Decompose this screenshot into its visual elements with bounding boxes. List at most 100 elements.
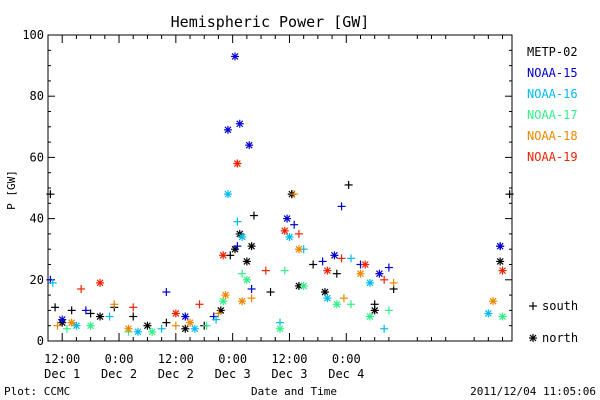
north-point [223, 125, 232, 134]
south-point [212, 315, 221, 324]
legend-entry: NOAA-17 [527, 108, 578, 122]
north-point [323, 266, 332, 275]
south-point [53, 321, 62, 330]
marker-legend: south north [542, 299, 578, 345]
south-point [380, 275, 389, 284]
south-point [129, 312, 138, 321]
footer-timestamp: 2011/12/04 11:05:06 [470, 385, 596, 398]
south-point [529, 302, 537, 310]
south-point [337, 254, 346, 263]
north-point [242, 257, 251, 266]
south-point [202, 321, 211, 330]
north-point [365, 312, 374, 321]
south-point [238, 269, 247, 278]
north-point [361, 260, 370, 269]
north-point [133, 327, 142, 336]
y-tick-label: 0 [37, 334, 44, 348]
plot-area [47, 34, 513, 342]
north-point [186, 318, 195, 327]
north-point [238, 232, 247, 241]
plot-frame [47, 34, 513, 342]
south-point [48, 278, 57, 287]
x-tick-date-label: Dec 4 [328, 367, 364, 381]
south-point [266, 288, 275, 297]
south-point [294, 229, 303, 238]
south-point [380, 324, 389, 333]
y-tick-label: 40 [30, 212, 44, 226]
north-point [498, 266, 507, 275]
north-point [370, 306, 379, 315]
north-point [498, 312, 507, 321]
south-point [347, 300, 356, 309]
data-points [46, 52, 537, 342]
south-point [162, 288, 171, 297]
south-point [249, 211, 258, 220]
north-point [58, 315, 67, 324]
south-point [162, 318, 171, 327]
south-point [129, 303, 138, 312]
north-point [356, 269, 365, 278]
south-point [389, 278, 398, 287]
north-point [231, 52, 240, 61]
x-axis-label: Date and Time [251, 385, 337, 398]
marker-legend-label: south [542, 299, 578, 313]
south-point [81, 306, 90, 315]
x-tick-date-label: Dec 3 [215, 367, 251, 381]
north-point [124, 324, 133, 333]
north-point [238, 297, 247, 306]
north-point [72, 321, 81, 330]
north-point [223, 190, 232, 199]
south-point [51, 303, 60, 312]
north-point [86, 321, 95, 330]
south-point [171, 321, 180, 330]
south-point [67, 306, 76, 315]
north-point [96, 278, 105, 287]
north-point [242, 275, 251, 284]
x-tick-time-label: 12:00 [158, 352, 194, 366]
north-point [67, 318, 76, 327]
legend-entry: NOAA-19 [527, 150, 578, 164]
north-point [219, 251, 228, 260]
north-point [221, 291, 230, 300]
south-point [233, 217, 242, 226]
south-point [233, 242, 242, 251]
south-point [62, 324, 71, 333]
x-tick-time-label: 0:00 [332, 352, 361, 366]
north-point [276, 324, 284, 333]
south-point [384, 263, 393, 272]
north-point [489, 297, 498, 306]
north-point [235, 119, 244, 128]
south-point [505, 190, 514, 199]
footer-credit: Plot: CCMC [4, 385, 70, 398]
marker-legend-label: north [542, 331, 578, 345]
north-point [171, 309, 180, 318]
north-point [219, 297, 228, 306]
south-point [309, 260, 318, 269]
y-tick-label: 100 [22, 28, 44, 42]
south-point [339, 294, 348, 303]
x-tick-time-label: 12:00 [271, 352, 307, 366]
x-tick-time-label: 0:00 [105, 352, 134, 366]
y-tick-label: 20 [30, 273, 44, 287]
north-point [181, 324, 190, 333]
south-point [195, 300, 204, 309]
x-tick-date-label: Dec 3 [271, 367, 307, 381]
north-point [190, 324, 199, 333]
south-point [226, 251, 235, 260]
south-point [344, 180, 353, 189]
north-point [375, 269, 384, 278]
south-point [77, 284, 86, 293]
legend-entry: METP-02 [527, 45, 578, 59]
south-point [337, 202, 346, 211]
north-point [247, 242, 256, 251]
south-point [214, 309, 223, 318]
south-point [247, 284, 256, 293]
y-axis-label: P [GW] [5, 170, 18, 210]
north-point [143, 321, 152, 330]
south-point [384, 306, 393, 315]
north-point [529, 334, 537, 342]
north-point [323, 294, 332, 303]
north-point [285, 232, 294, 241]
north-point [320, 288, 329, 297]
south-point [261, 266, 270, 275]
